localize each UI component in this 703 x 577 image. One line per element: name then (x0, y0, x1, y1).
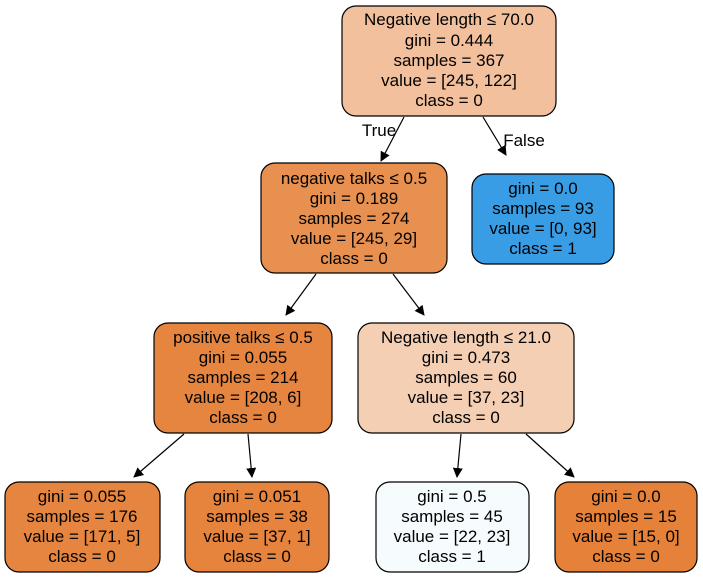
tree-node-positive-talks: positive talks ≤ 0.5 gini = 0.055 sample… (153, 322, 333, 434)
node-value: value = [37, 1] (203, 527, 310, 546)
node-split-label: Negative length ≤ 21.0 (381, 328, 551, 347)
node-samples: samples = 214 (187, 368, 298, 387)
node-samples: samples = 45 (401, 507, 503, 526)
node-gini: gini = 0.055 (38, 487, 126, 506)
edge-label-true: True (362, 121, 396, 140)
node-gini: gini = 0.0 (591, 487, 660, 506)
edge-n4-to-n7 (452, 433, 463, 478)
node-box (184, 481, 330, 573)
tree-leaf-samples-45: gini = 0.5 samples = 45 value = [22, 23]… (375, 481, 530, 573)
node-samples: samples = 274 (298, 209, 409, 228)
node-class: class = 1 (509, 239, 577, 258)
edge-n1-to-n4 (392, 273, 425, 316)
tree-leaf-class-1: gini = 0.0 samples = 93 value = [0, 93] … (471, 173, 615, 265)
node-value: value = [37, 23] (408, 388, 525, 407)
edge-n1-to-n3 (285, 273, 317, 316)
node-class: class = 1 (418, 547, 486, 566)
node-value: value = [0, 93] (489, 219, 596, 238)
node-samples: samples = 93 (492, 199, 594, 218)
node-box (153, 322, 333, 434)
node-box (260, 162, 448, 274)
node-value: value = [171, 5] (24, 527, 141, 546)
node-box (357, 322, 575, 434)
node-samples: samples = 367 (393, 51, 504, 70)
node-box (4, 481, 161, 573)
node-box (375, 481, 530, 573)
tree-leaf-samples-176: gini = 0.055 samples = 176 value = [171,… (4, 481, 161, 573)
node-gini: gini = 0.5 (417, 487, 486, 506)
node-gini: gini = 0.189 (310, 189, 398, 208)
tree-node-negative-talks: negative talks ≤ 0.5 gini = 0.189 sample… (260, 162, 448, 274)
edge-label-false: False (503, 131, 545, 150)
edge-n3-to-n6 (246, 433, 257, 478)
edge-root-to-n2 (482, 116, 507, 156)
node-box (471, 173, 615, 265)
tree-leaf-samples-15: gini = 0.0 samples = 15 value = [15, 0] … (554, 481, 698, 573)
edge-n4-to-n8 (525, 433, 575, 478)
node-box (554, 481, 698, 573)
node-box (341, 5, 557, 117)
node-class: class = 0 (223, 547, 291, 566)
node-class: class = 0 (415, 91, 483, 110)
node-value: value = [208, 6] (185, 388, 302, 407)
node-split-label: negative talks ≤ 0.5 (281, 169, 427, 188)
edge-n3-to-n5 (133, 433, 185, 478)
node-class: class = 0 (432, 408, 500, 427)
node-gini: gini = 0.051 (213, 487, 301, 506)
node-gini: gini = 0.055 (199, 348, 287, 367)
node-class: class = 0 (48, 547, 116, 566)
node-gini: gini = 0.0 (508, 179, 577, 198)
node-samples: samples = 60 (415, 368, 517, 387)
node-samples: samples = 15 (575, 507, 677, 526)
node-value: value = [245, 29] (291, 229, 417, 248)
node-class: class = 0 (320, 249, 388, 268)
node-split-label: positive talks ≤ 0.5 (173, 328, 313, 347)
edge-root-to-n1 (380, 116, 405, 162)
tree-node-negative-length-21: Negative length ≤ 21.0 gini = 0.473 samp… (357, 322, 575, 434)
node-value: value = [15, 0] (572, 527, 679, 546)
tree-leaf-samples-38: gini = 0.051 samples = 38 value = [37, 1… (184, 481, 330, 573)
node-class: class = 0 (209, 408, 277, 427)
node-split-label: Negative length ≤ 70.0 (364, 10, 534, 29)
node-gini: gini = 0.444 (405, 31, 493, 50)
node-samples: samples = 38 (206, 507, 308, 526)
tree-node-root: Negative length ≤ 70.0 gini = 0.444 samp… (341, 5, 557, 117)
node-class: class = 0 (592, 547, 660, 566)
node-value: value = [245, 122] (381, 71, 517, 90)
node-samples: samples = 176 (26, 507, 137, 526)
node-value: value = [22, 23] (394, 527, 511, 546)
node-gini: gini = 0.473 (422, 348, 510, 367)
